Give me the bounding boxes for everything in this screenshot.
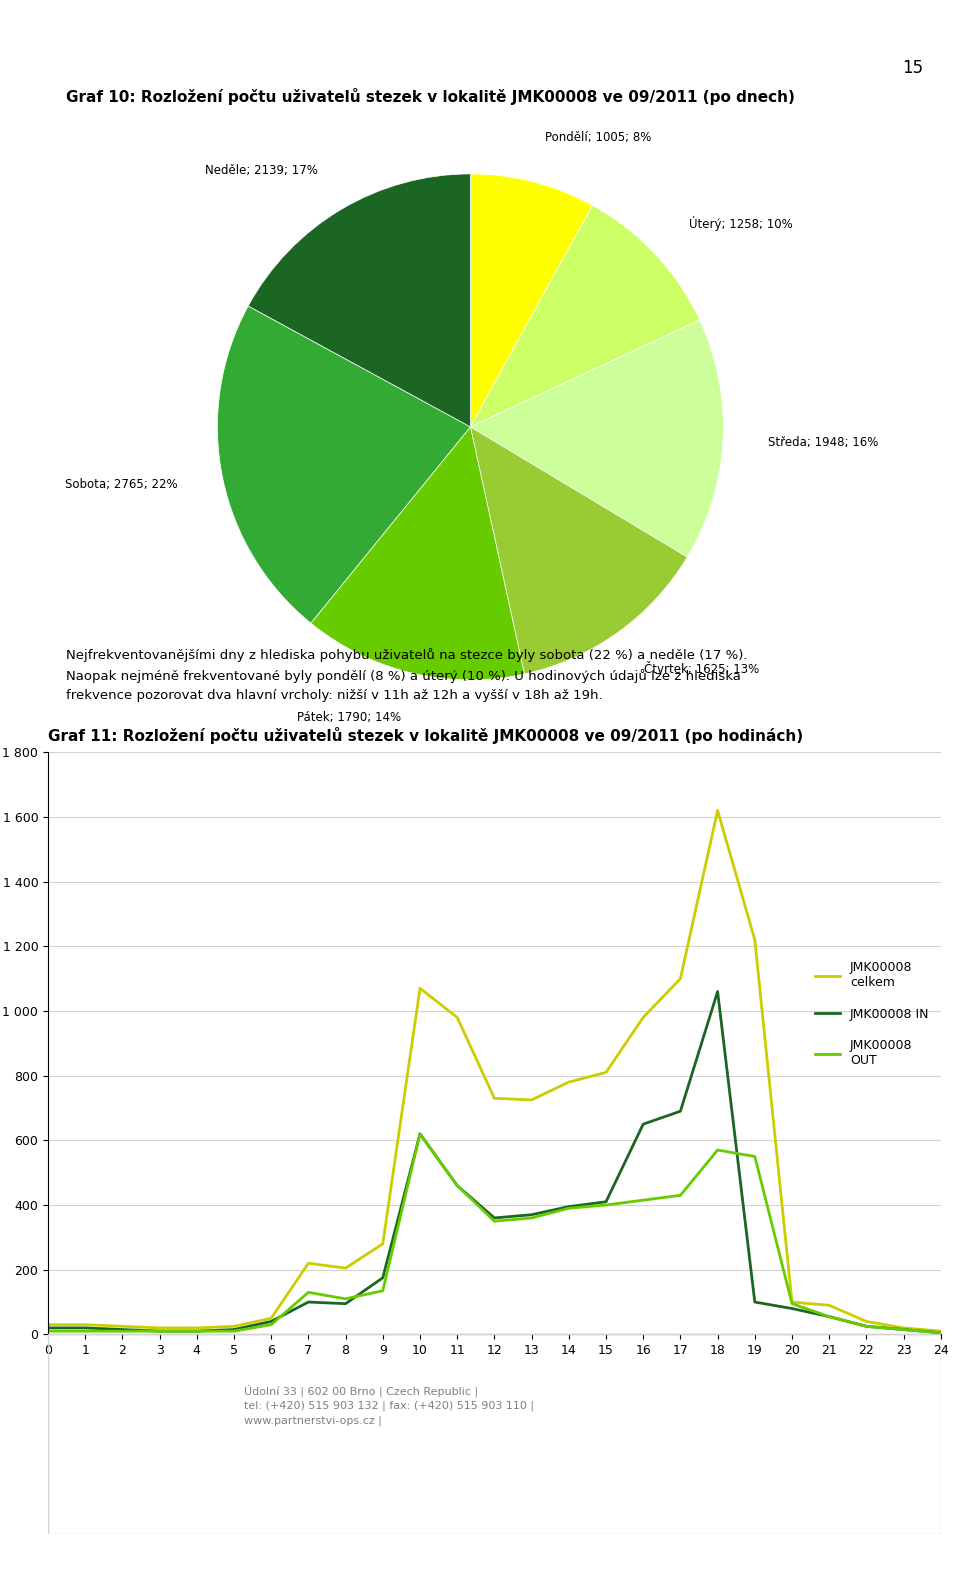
JMK00008 IN <box>898 1320 909 1339</box>
JMK00008
OUT <box>860 1317 872 1336</box>
JMK00008
celkem <box>711 802 724 821</box>
JMK00008
OUT <box>563 1198 574 1217</box>
Wedge shape <box>470 174 592 427</box>
JMK00008 IN <box>526 1205 538 1224</box>
Text: Pátek; 1790; 14%: Pátek; 1790; 14% <box>298 711 401 724</box>
JMK00008
celkem <box>414 979 425 998</box>
Text: Sobota; 2765; 22%: Sobota; 2765; 22% <box>65 477 178 492</box>
JMK00008 IN <box>711 982 724 1001</box>
Text: Pondělí; 1005; 8%: Pondělí; 1005; 8% <box>545 131 651 144</box>
JMK00008 IN <box>860 1317 872 1336</box>
Wedge shape <box>218 307 470 623</box>
JMK00008
OUT <box>749 1148 760 1167</box>
JMK00008
OUT <box>414 1124 425 1143</box>
Wedge shape <box>470 319 723 557</box>
JMK00008 IN <box>637 1115 649 1134</box>
Text: Údolní 33 | 602 00 Brno | Czech Republic |
tel: (+420) 515 903 132 | fax: (+420): Údolní 33 | 602 00 Brno | Czech Republic… <box>245 1385 535 1426</box>
JMK00008
celkem <box>302 1254 314 1273</box>
JMK00008
OUT <box>824 1307 835 1326</box>
Text: Graf 10: Rozložení počtu uživatelů stezek v lokalitě JMK00008 ve 09/2011 (po dne: Graf 10: Rozložení počtu uživatelů steze… <box>66 89 795 106</box>
JMK00008 IN <box>451 1176 463 1195</box>
JMK00008
celkem <box>265 1309 276 1328</box>
Line: JMK00008
OUT: JMK00008 OUT <box>48 1134 941 1333</box>
Wedge shape <box>311 427 524 680</box>
Legend: JMK00008
celkem, JMK00008 IN, JMK00008
OUT: JMK00008 celkem, JMK00008 IN, JMK00008 O… <box>810 957 934 1072</box>
JMK00008 IN <box>302 1293 314 1312</box>
JMK00008
OUT <box>377 1281 389 1300</box>
JMK00008
celkem <box>563 1072 574 1091</box>
JMK00008 IN <box>117 1320 129 1339</box>
Wedge shape <box>470 427 687 674</box>
JMK00008
celkem <box>154 1319 165 1338</box>
JMK00008
celkem <box>637 1009 649 1028</box>
JMK00008
OUT <box>637 1190 649 1209</box>
JMK00008
OUT <box>80 1322 91 1341</box>
JMK00008
OUT <box>600 1195 612 1214</box>
JMK00008
celkem <box>600 1062 612 1081</box>
JMK00008 IN <box>824 1307 835 1326</box>
JMK00008
OUT <box>711 1140 724 1159</box>
JMK00008
OUT <box>451 1176 463 1195</box>
JMK00008
OUT <box>898 1320 909 1339</box>
JMK00008
OUT <box>42 1322 54 1341</box>
JMK00008
celkem <box>898 1319 909 1338</box>
JMK00008
OUT <box>786 1295 798 1314</box>
Line: JMK00008
celkem: JMK00008 celkem <box>48 811 941 1331</box>
JMK00008
OUT <box>265 1315 276 1334</box>
Wedge shape <box>470 206 700 427</box>
Text: Úterý; 1258; 10%: Úterý; 1258; 10% <box>688 215 792 231</box>
JMK00008
celkem <box>80 1315 91 1334</box>
JMK00008
celkem <box>489 1089 500 1108</box>
JMK00008 IN <box>228 1320 240 1339</box>
Line: JMK00008 IN: JMK00008 IN <box>48 991 941 1333</box>
JMK00008
celkem <box>117 1317 129 1336</box>
Wedge shape <box>249 174 470 427</box>
JMK00008
celkem <box>860 1312 872 1331</box>
Text: Graf 11: Rozložení počtu uživatelů stezek v lokalitě JMK00008 ve 09/2011 (po hod: Graf 11: Rozložení počtu uživatelů steze… <box>48 727 804 745</box>
JMK00008
celkem <box>824 1296 835 1315</box>
JMK00008 IN <box>191 1322 203 1341</box>
Text: Středa; 1948; 16%: Středa; 1948; 16% <box>769 436 878 449</box>
JMK00008
celkem <box>451 1009 463 1028</box>
JMK00008
OUT <box>340 1290 351 1309</box>
JMK00008 IN <box>935 1323 947 1342</box>
JMK00008
OUT <box>228 1322 240 1341</box>
JMK00008
OUT <box>489 1211 500 1230</box>
Text: 15: 15 <box>901 58 923 77</box>
JMK00008 IN <box>563 1197 574 1216</box>
JMK00008
celkem <box>526 1091 538 1110</box>
JMK00008
OUT <box>154 1322 165 1341</box>
Text: Nejfrekventovanějšími dny z hlediska pohybu uživatelů na stezce byly sobota (22 : Nejfrekventovanějšími dny z hlediska poh… <box>66 648 747 702</box>
JMK00008
OUT <box>191 1322 203 1341</box>
JMK00008
celkem <box>42 1315 54 1334</box>
JMK00008
celkem <box>377 1235 389 1254</box>
JMK00008
celkem <box>749 930 760 949</box>
JMK00008 IN <box>749 1293 760 1312</box>
JMK00008
celkem <box>675 969 686 988</box>
JMK00008 IN <box>340 1295 351 1314</box>
JMK00008 IN <box>377 1268 389 1287</box>
JMK00008
OUT <box>526 1208 538 1227</box>
JMK00008
celkem <box>935 1322 947 1341</box>
JMK00008
OUT <box>117 1322 129 1341</box>
JMK00008
celkem <box>340 1258 351 1277</box>
JMK00008
OUT <box>675 1186 686 1205</box>
JMK00008
celkem <box>191 1319 203 1338</box>
JMK00008 IN <box>80 1319 91 1338</box>
JMK00008
celkem <box>228 1317 240 1336</box>
JMK00008 IN <box>154 1322 165 1341</box>
Text: Čtvrtek; 1625; 13%: Čtvrtek; 1625; 13% <box>644 662 759 675</box>
JMK00008 IN <box>786 1300 798 1319</box>
JMK00008 IN <box>42 1319 54 1338</box>
JMK00008 IN <box>414 1124 425 1143</box>
JMK00008
OUT <box>302 1282 314 1301</box>
JMK00008
celkem <box>786 1293 798 1312</box>
JMK00008
OUT <box>935 1323 947 1342</box>
Text: Neděle; 2139; 17%: Neděle; 2139; 17% <box>205 164 318 177</box>
JMK00008 IN <box>675 1102 686 1121</box>
JMK00008 IN <box>265 1312 276 1331</box>
JMK00008 IN <box>489 1208 500 1227</box>
JMK00008 IN <box>600 1192 612 1211</box>
